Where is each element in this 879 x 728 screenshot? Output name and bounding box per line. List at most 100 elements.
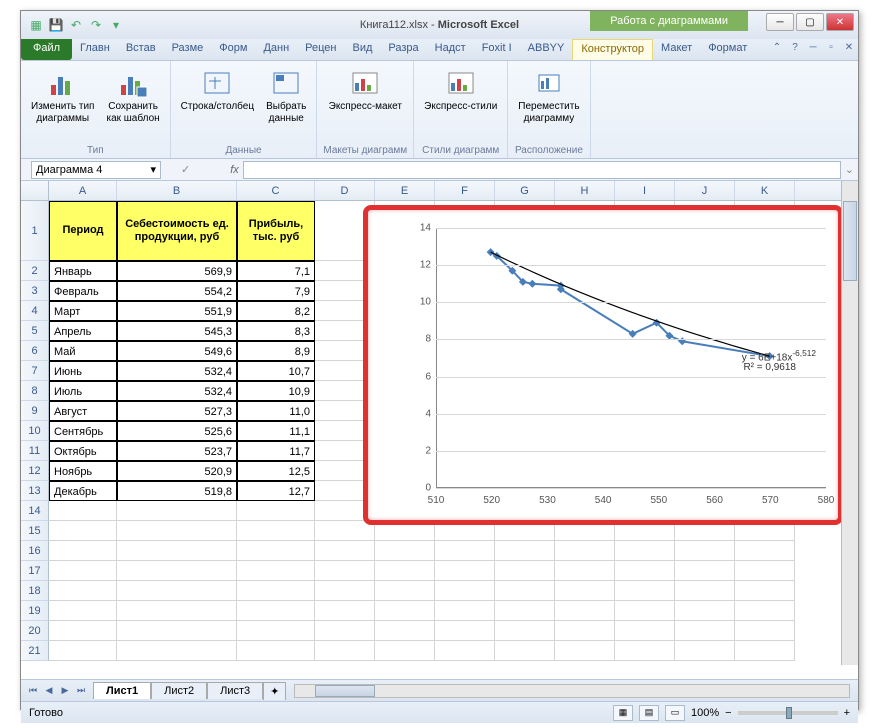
zoom-in-icon[interactable]: +: [844, 707, 850, 719]
cell-period[interactable]: Ноябрь: [49, 461, 117, 481]
cell-empty[interactable]: [237, 601, 315, 621]
redo-icon[interactable]: ↷: [87, 16, 105, 34]
row-header[interactable]: 18: [21, 581, 49, 601]
namebox-dropdown-icon[interactable]: ▾: [150, 163, 156, 176]
cell-empty[interactable]: [675, 561, 735, 581]
cell-empty[interactable]: [495, 601, 555, 621]
cell-empty[interactable]: [237, 521, 315, 541]
row-header[interactable]: 15: [21, 521, 49, 541]
cell-empty[interactable]: [49, 581, 117, 601]
hscroll-thumb[interactable]: [315, 685, 375, 697]
row-header[interactable]: 4: [21, 301, 49, 321]
cell-empty[interactable]: [555, 601, 615, 621]
cell-empty[interactable]: [315, 581, 375, 601]
cell-header-period[interactable]: Период: [49, 201, 117, 261]
col-header-g[interactable]: G: [495, 181, 555, 200]
cell-profit[interactable]: 12,7: [237, 481, 315, 501]
col-header-b[interactable]: B: [117, 181, 237, 200]
col-header-j[interactable]: J: [675, 181, 735, 200]
express-styles-button[interactable]: Экспресс-стили: [420, 65, 501, 115]
cell-empty[interactable]: [117, 561, 237, 581]
sheet-tab-3[interactable]: Лист3: [207, 682, 263, 699]
cell-empty[interactable]: [237, 541, 315, 561]
tab-next-icon[interactable]: ▶: [57, 683, 73, 699]
row-header[interactable]: 19: [21, 601, 49, 621]
cell-empty[interactable]: [555, 541, 615, 561]
cell-period[interactable]: Апрель: [49, 321, 117, 341]
cell-empty[interactable]: [435, 621, 495, 641]
cell-empty[interactable]: [315, 541, 375, 561]
tab-file[interactable]: Файл: [21, 39, 72, 60]
doc-restore-icon[interactable]: ▫: [822, 39, 840, 55]
view-pagebreak-icon[interactable]: ▭: [665, 705, 685, 721]
cell-empty[interactable]: [49, 561, 117, 581]
col-header-h[interactable]: H: [555, 181, 615, 200]
row-header[interactable]: 17: [21, 561, 49, 581]
view-normal-icon[interactable]: ▦: [613, 705, 633, 721]
move-chart-button[interactable]: Переместить диаграмму: [514, 65, 583, 127]
row-header[interactable]: 9: [21, 401, 49, 421]
horizontal-scrollbar[interactable]: [294, 684, 850, 698]
cell-empty[interactable]: [555, 581, 615, 601]
cell-empty[interactable]: [615, 541, 675, 561]
save-template-button[interactable]: Сохранить как шаблон: [102, 65, 163, 127]
cell-empty[interactable]: [435, 601, 495, 621]
cell-profit[interactable]: 8,3: [237, 321, 315, 341]
cell-empty[interactable]: [375, 581, 435, 601]
cell-empty[interactable]: [435, 561, 495, 581]
cell-empty[interactable]: [315, 521, 375, 541]
cell-empty[interactable]: [375, 561, 435, 581]
cell-empty[interactable]: [435, 581, 495, 601]
cell-empty[interactable]: [495, 561, 555, 581]
cell-empty[interactable]: [555, 621, 615, 641]
tab-foxit[interactable]: Foxit I: [474, 39, 520, 60]
cell-empty[interactable]: [315, 621, 375, 641]
tab-prev-icon[interactable]: ◀: [41, 683, 57, 699]
fx-label[interactable]: fx: [230, 164, 239, 176]
col-header-d[interactable]: D: [315, 181, 375, 200]
fx-cancel-icon[interactable]: ✓: [181, 163, 190, 176]
cell-cost[interactable]: 569,9: [117, 261, 237, 281]
sheet-tab-2[interactable]: Лист2: [151, 682, 207, 699]
cell-profit[interactable]: 10,7: [237, 361, 315, 381]
row-header[interactable]: 11: [21, 441, 49, 461]
cell-profit[interactable]: 8,2: [237, 301, 315, 321]
cell-empty[interactable]: [49, 541, 117, 561]
cell-cost[interactable]: 549,6: [117, 341, 237, 361]
cell-empty[interactable]: [615, 561, 675, 581]
row-header[interactable]: 10: [21, 421, 49, 441]
cell-empty[interactable]: [237, 641, 315, 661]
row-header[interactable]: 1: [21, 201, 49, 261]
row-header[interactable]: 5: [21, 321, 49, 341]
cell-empty[interactable]: [315, 601, 375, 621]
cell-profit[interactable]: 12,5: [237, 461, 315, 481]
tab-developer[interactable]: Разра: [380, 39, 426, 60]
cell-empty[interactable]: [49, 501, 117, 521]
cell-empty[interactable]: [375, 641, 435, 661]
tab-first-icon[interactable]: ⏮: [25, 683, 41, 699]
cell-empty[interactable]: [375, 601, 435, 621]
row-header[interactable]: 20: [21, 621, 49, 641]
tab-chart-design[interactable]: Конструктор: [572, 39, 653, 60]
row-header[interactable]: 3: [21, 281, 49, 301]
row-header[interactable]: 2: [21, 261, 49, 281]
cell-empty[interactable]: [117, 581, 237, 601]
doc-minimize-icon[interactable]: ─: [804, 39, 822, 55]
cell-empty[interactable]: [735, 601, 795, 621]
close-button[interactable]: ✕: [826, 13, 854, 31]
cell-empty[interactable]: [675, 641, 735, 661]
cell-empty[interactable]: [495, 541, 555, 561]
tab-view[interactable]: Вид: [345, 39, 381, 60]
tab-abbyy[interactable]: ABBYY: [520, 39, 573, 60]
row-header[interactable]: 16: [21, 541, 49, 561]
doc-close-icon[interactable]: ✕: [840, 39, 858, 55]
cell-empty[interactable]: [495, 621, 555, 641]
cell-profit[interactable]: 7,1: [237, 261, 315, 281]
express-layout-button[interactable]: Экспресс-макет: [325, 65, 406, 115]
cell-empty[interactable]: [615, 641, 675, 661]
cell-cost[interactable]: 527,3: [117, 401, 237, 421]
cell-empty[interactable]: [735, 541, 795, 561]
cell-empty[interactable]: [237, 621, 315, 641]
cell-cost[interactable]: 520,9: [117, 461, 237, 481]
col-header-f[interactable]: F: [435, 181, 495, 200]
